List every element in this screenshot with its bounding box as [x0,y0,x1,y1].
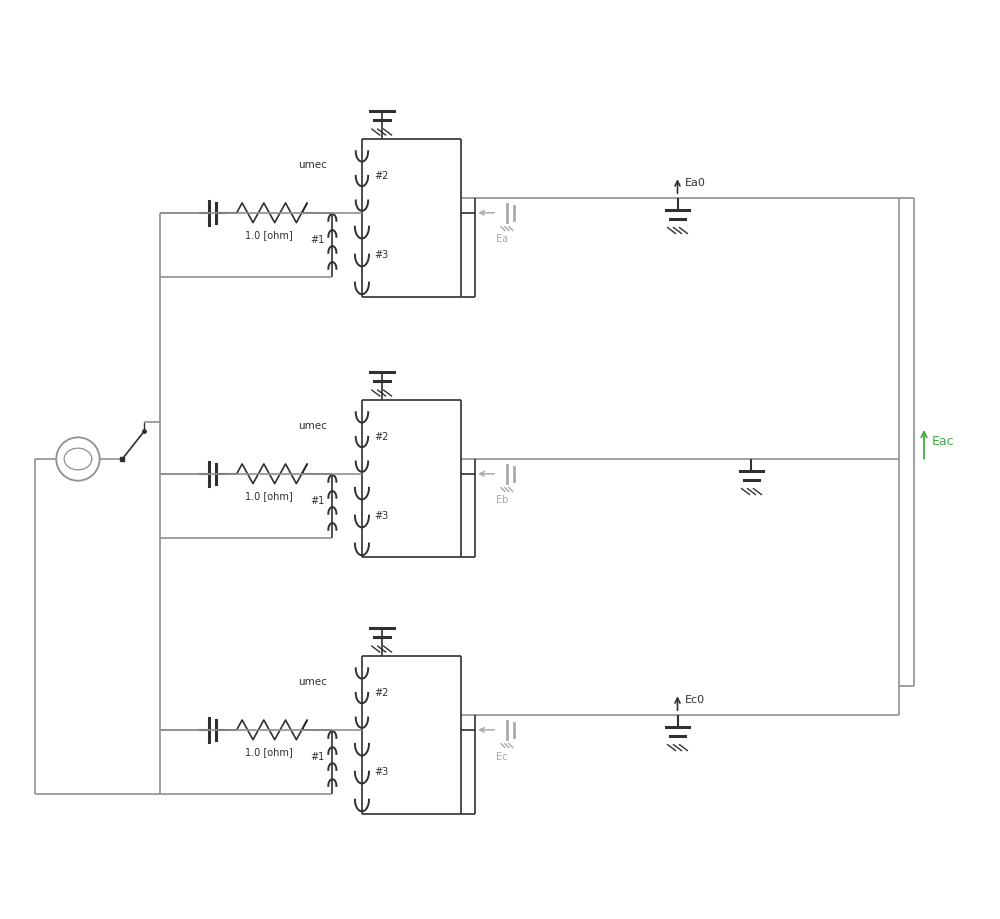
Text: umec: umec [298,421,327,431]
Text: 1.0 [ohm]: 1.0 [ohm] [245,231,293,241]
Text: 1.0 [ohm]: 1.0 [ohm] [245,492,293,502]
Text: Eac: Eac [932,436,955,448]
Text: #2: #2 [374,688,388,698]
Text: #2: #2 [374,171,388,181]
Text: #1: #1 [311,235,325,244]
Text: #3: #3 [374,511,388,521]
Text: #3: #3 [374,766,388,777]
Text: Ec0: Ec0 [684,696,705,705]
Text: umec: umec [298,676,327,686]
Text: #2: #2 [374,432,388,442]
Text: Eb: Eb [496,495,508,505]
Text: #1: #1 [311,496,325,505]
Text: #3: #3 [374,250,388,260]
Text: Ec: Ec [496,752,508,762]
Text: Ea: Ea [496,234,508,244]
Text: 1.0 [ohm]: 1.0 [ohm] [245,747,293,757]
Text: umec: umec [298,160,327,170]
Text: #1: #1 [311,752,325,762]
Text: Ea0: Ea0 [684,178,705,188]
